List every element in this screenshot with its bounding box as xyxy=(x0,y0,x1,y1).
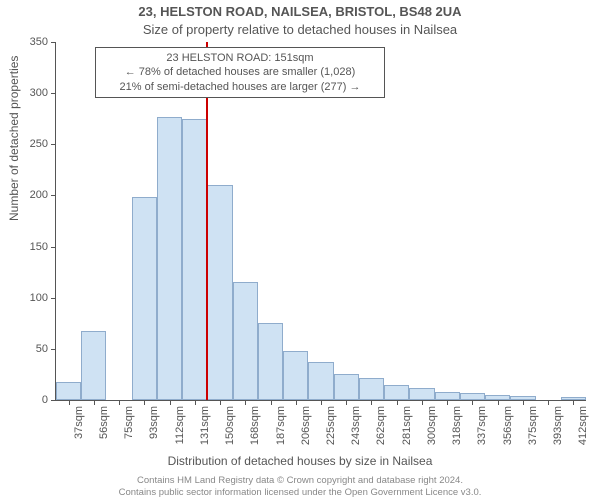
y-tick xyxy=(51,42,56,43)
x-axis-label: Distribution of detached houses by size … xyxy=(0,454,600,468)
x-tick xyxy=(245,400,246,405)
x-tick-label: 187sqm xyxy=(275,406,287,445)
annotation-line: ← 78% of detached houses are smaller (1,… xyxy=(100,65,380,79)
property-size-histogram: 23, HELSTON ROAD, NAILSEA, BRISTOL, BS48… xyxy=(0,0,600,500)
y-tick-label: 250 xyxy=(30,138,48,150)
x-tick-label: 243sqm xyxy=(350,406,362,445)
x-tick-label: 375sqm xyxy=(527,406,539,445)
histogram-bar xyxy=(81,331,106,400)
x-tick-label: 225sqm xyxy=(325,406,337,445)
y-tick xyxy=(51,93,56,94)
x-tick-label: 112sqm xyxy=(174,406,186,444)
x-tick xyxy=(397,400,398,405)
histogram-bar xyxy=(435,392,460,400)
x-tick xyxy=(573,400,574,405)
x-tick xyxy=(69,400,70,405)
histogram-bar xyxy=(409,388,434,400)
histogram-bar xyxy=(308,362,333,400)
footer-line-1: Contains HM Land Registry data © Crown c… xyxy=(0,475,600,486)
histogram-bar xyxy=(182,119,207,400)
x-tick-label: 337sqm xyxy=(476,406,488,445)
chart-subtitle: Size of property relative to detached ho… xyxy=(0,22,600,37)
x-tick xyxy=(523,400,524,405)
x-tick xyxy=(321,400,322,405)
x-tick xyxy=(144,400,145,405)
x-tick xyxy=(472,400,473,405)
histogram-bar xyxy=(207,185,232,400)
x-tick-label: 37sqm xyxy=(73,406,85,439)
x-tick xyxy=(271,400,272,405)
x-tick xyxy=(94,400,95,405)
y-tick-label: 300 xyxy=(30,87,48,99)
y-tick-label: 0 xyxy=(42,394,48,406)
attribution-footer: Contains HM Land Registry data © Crown c… xyxy=(0,475,600,498)
y-tick xyxy=(51,349,56,350)
x-tick xyxy=(548,400,549,405)
histogram-bar xyxy=(233,282,258,400)
histogram-bar xyxy=(334,374,359,400)
y-tick-label: 200 xyxy=(30,189,48,201)
annotation-line: 21% of semi-detached houses are larger (… xyxy=(100,80,380,94)
y-tick-label: 150 xyxy=(30,241,48,253)
x-tick-label: 56sqm xyxy=(98,406,110,439)
chart-title-address: 23, HELSTON ROAD, NAILSEA, BRISTOL, BS48… xyxy=(0,4,600,19)
x-tick xyxy=(296,400,297,405)
x-tick xyxy=(371,400,372,405)
y-tick-label: 50 xyxy=(36,343,48,355)
histogram-bar xyxy=(157,117,182,400)
x-tick xyxy=(220,400,221,405)
x-tick-label: 131sqm xyxy=(199,406,211,445)
x-tick xyxy=(195,400,196,405)
y-tick xyxy=(51,247,56,248)
y-axis-label: Number of detached properties xyxy=(7,56,21,221)
x-tick-label: 75sqm xyxy=(123,406,135,439)
histogram-bar xyxy=(258,323,283,400)
histogram-bar xyxy=(56,382,81,400)
annotation-box: 23 HELSTON ROAD: 151sqm← 78% of detached… xyxy=(95,47,385,98)
x-tick-label: 300sqm xyxy=(426,406,438,445)
histogram-bar xyxy=(132,197,157,400)
x-tick-label: 318sqm xyxy=(451,406,463,445)
x-tick-label: 262sqm xyxy=(375,406,387,445)
x-tick-label: 168sqm xyxy=(249,406,261,445)
x-tick-label: 412sqm xyxy=(577,406,589,445)
x-tick-label: 281sqm xyxy=(401,406,413,445)
x-tick-label: 150sqm xyxy=(224,406,236,445)
x-tick-label: 206sqm xyxy=(300,406,312,445)
x-tick xyxy=(170,400,171,405)
histogram-bar xyxy=(359,378,384,401)
y-tick xyxy=(51,400,56,401)
x-tick xyxy=(498,400,499,405)
x-tick-label: 356sqm xyxy=(502,406,514,445)
x-tick xyxy=(119,400,120,405)
y-tick xyxy=(51,144,56,145)
histogram-bar xyxy=(460,393,485,400)
x-tick-label: 393sqm xyxy=(552,406,564,445)
y-tick-label: 100 xyxy=(30,292,48,304)
footer-line-2: Contains public sector information licen… xyxy=(0,487,600,498)
y-tick xyxy=(51,195,56,196)
y-tick-label: 350 xyxy=(30,36,48,48)
x-tick xyxy=(447,400,448,405)
histogram-bar xyxy=(384,385,409,400)
x-tick xyxy=(346,400,347,405)
x-tick xyxy=(422,400,423,405)
y-tick xyxy=(51,298,56,299)
x-tick-label: 93sqm xyxy=(148,406,160,439)
histogram-bar xyxy=(283,351,308,400)
annotation-line: 23 HELSTON ROAD: 151sqm xyxy=(100,51,380,65)
